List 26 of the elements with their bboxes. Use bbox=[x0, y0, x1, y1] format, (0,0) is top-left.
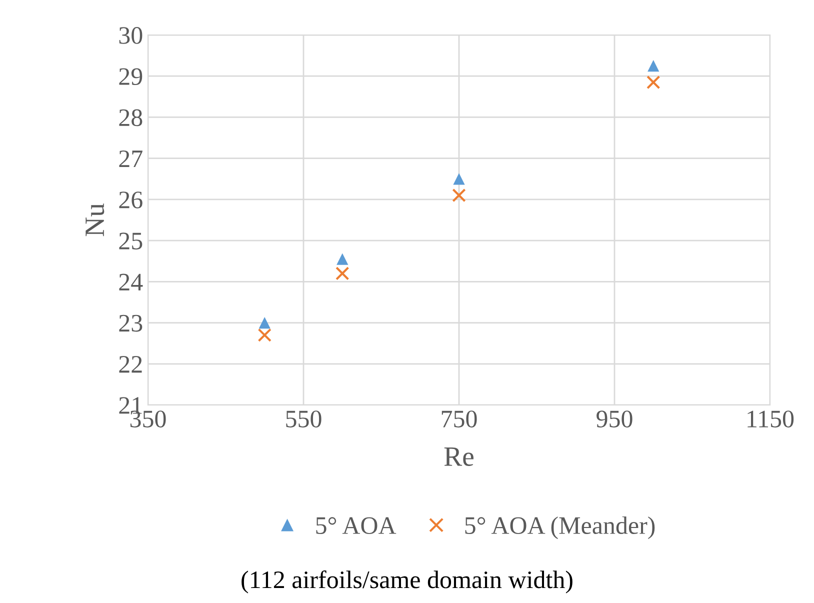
point bbox=[452, 188, 466, 202]
y-axis-title: Nu bbox=[86, 204, 104, 236]
x-tick-label: 950 bbox=[596, 410, 632, 428]
point bbox=[336, 253, 348, 265]
legend-label: 5° AOA bbox=[316, 517, 396, 534]
text: (112 airfoils/same domain width) bbox=[242, 570, 572, 594]
point bbox=[258, 316, 270, 329]
y-tick-label: 27 bbox=[119, 150, 142, 168]
point bbox=[648, 60, 660, 72]
x-tick-label: 1150 bbox=[748, 410, 794, 428]
x-tick-label: 550 bbox=[286, 410, 322, 428]
point bbox=[258, 328, 272, 342]
y-tick-label: 22 bbox=[119, 356, 142, 373]
y-tick-label: 30 bbox=[119, 27, 142, 44]
point bbox=[453, 173, 465, 185]
y-tick-label: 23 bbox=[119, 314, 142, 332]
legend-label: 5° AOA (Meander) bbox=[465, 516, 655, 540]
point bbox=[336, 266, 350, 280]
y-tick-label: 29 bbox=[119, 68, 142, 86]
point bbox=[646, 75, 660, 90]
y-tick-label: 24 bbox=[119, 274, 143, 290]
x-axis-title: Re bbox=[444, 448, 474, 466]
y-tick-label: 26 bbox=[119, 192, 142, 208]
x-tick-label: 750 bbox=[442, 410, 477, 428]
y-tick-label: 25 bbox=[119, 232, 142, 250]
y-tick-label: 28 bbox=[119, 109, 142, 126]
